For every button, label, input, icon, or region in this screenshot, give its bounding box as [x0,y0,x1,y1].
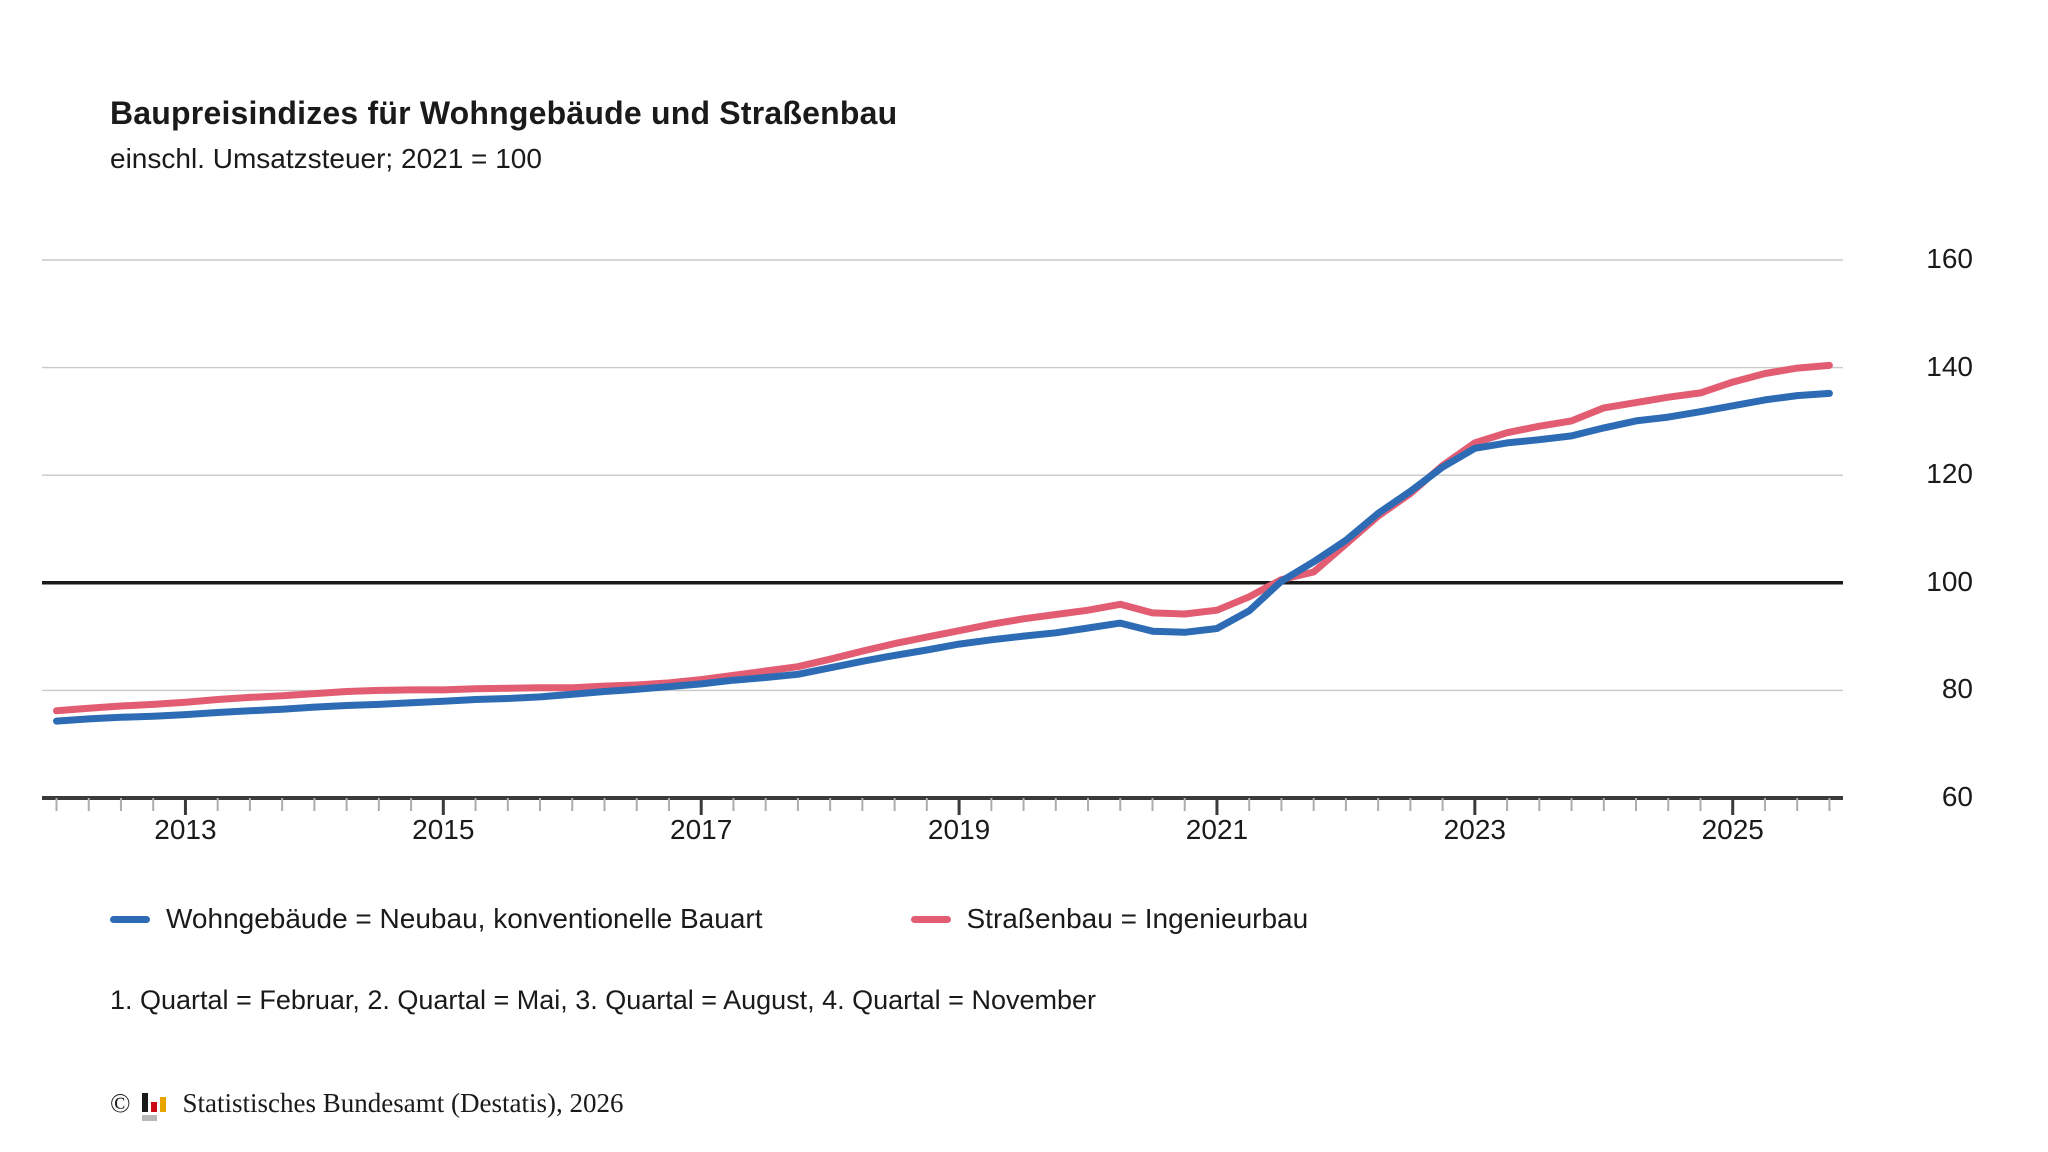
logo-bar [159,1097,166,1112]
x-axis-label: 2017 [670,814,733,845]
legend-item-strassenbau[interactable]: Straßenbau = Ingenieurbau [910,903,1309,935]
x-axis-label: 2013 [154,814,217,845]
y-axis-label: 120 [1926,458,1973,490]
legend-label-strassenbau: Straßenbau = Ingenieurbau [966,903,1309,934]
page-title: Baupreisindizes für Wohngebäude und Stra… [110,95,898,131]
y-axis-label: 160 [1926,243,1973,274]
logo-bar [150,1102,157,1112]
series-line-wohngebaeude [53,389,1833,725]
x-axis-label: 2015 [412,814,475,845]
legend-label-wohngebaeude: Wohngebäude = Neubau, konventionelle Bau… [166,903,763,934]
x-axis-label: 2019 [927,814,991,845]
logo-bar [141,1115,157,1121]
x-axis-label: 2023 [1443,814,1506,845]
legend-item-wohngebaeude[interactable]: Wohngebäude = Neubau, konventionelle Bau… [110,903,763,935]
legend-swatch-strassenbau-icon [910,915,951,923]
x-axis-label: 2025 [1701,814,1764,845]
chart-legend: Wohngebäude = Neubau, konventionelle Bau… [110,903,1308,935]
copyright-text: Statistisches Bundesamt (Destatis), 2026 [182,1087,624,1118]
y-axis-label: 100 [1926,565,1973,597]
legend-swatch-wohngebaeude-icon [110,915,150,923]
y-axis-label: 140 [1926,350,1973,382]
page-subtitle: einschl. Umsatzsteuer; 2021 = 100 [110,143,542,174]
copyright-line: © Statistisches Bundesamt (Destatis), 20… [110,1085,623,1121]
copyright-symbol: © [110,1087,131,1118]
y-axis-label: 60 [1941,781,1973,812]
quarter-definition-footnote: 1. Quartal = Februar, 2. Quartal = Mai, … [110,985,1097,1015]
series-line-strassenbau [53,361,1833,715]
y-axis-label: 80 [1941,673,1973,705]
logo-bar [141,1093,148,1112]
x-axis-label: 2021 [1185,814,1249,845]
destatis-logo-icon [141,1093,166,1121]
